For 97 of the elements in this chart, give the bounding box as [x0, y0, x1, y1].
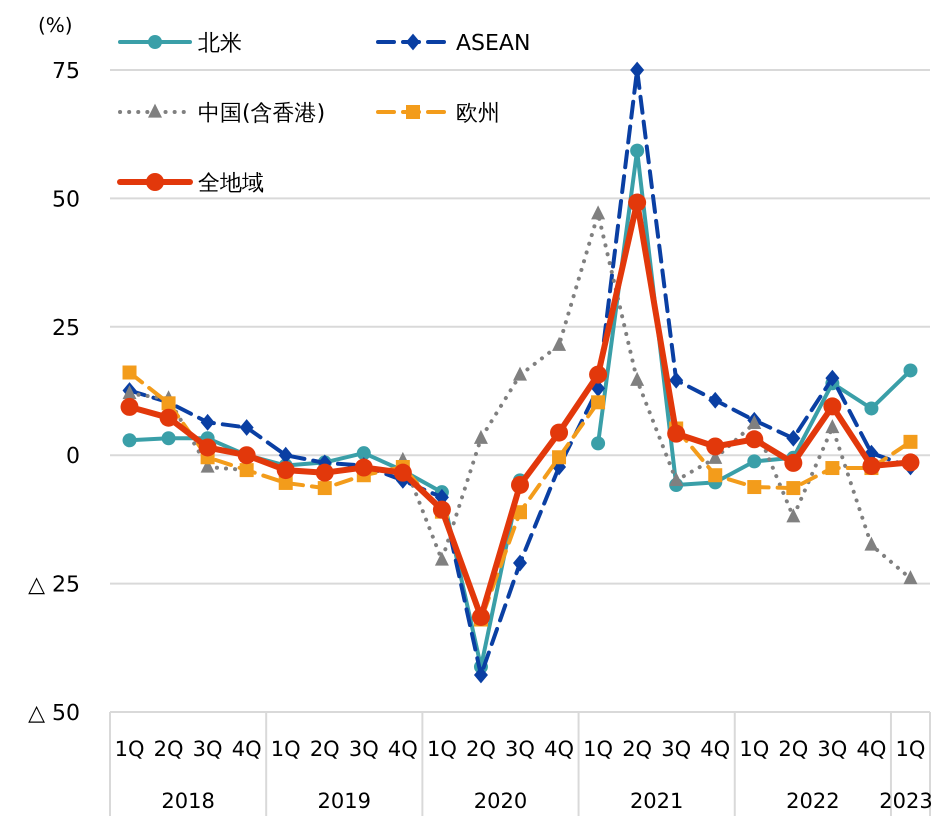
point	[550, 424, 568, 442]
text: 2021	[630, 789, 684, 813]
point	[669, 372, 684, 389]
x-tick-label: 4Q	[544, 737, 574, 761]
point	[862, 456, 880, 475]
point	[903, 570, 918, 584]
point	[864, 536, 878, 551]
x-tick-label: 4Q	[856, 737, 886, 761]
point	[591, 436, 606, 450]
point	[786, 508, 800, 522]
point	[513, 554, 527, 572]
y-tick-label: 25	[52, 316, 80, 341]
point	[316, 464, 334, 482]
y-tick-label: △ 50	[28, 701, 80, 726]
legend-label: ASEAN	[456, 31, 530, 56]
point	[630, 372, 644, 386]
point	[434, 552, 449, 566]
text: 2020	[474, 789, 528, 813]
x-tick-label: 2Q	[622, 737, 652, 761]
point	[122, 366, 137, 380]
point	[122, 433, 137, 448]
point	[240, 419, 254, 436]
point	[630, 144, 644, 158]
point	[823, 397, 842, 416]
point	[589, 366, 608, 384]
y-tick-label: △ 25	[28, 572, 80, 598]
point	[432, 500, 451, 519]
y-axis-title: (%)	[38, 13, 73, 37]
point	[198, 438, 217, 456]
x-tick-label: 2Q	[310, 737, 340, 761]
point	[903, 363, 918, 378]
point	[747, 414, 762, 429]
point	[552, 450, 566, 464]
point	[825, 461, 840, 476]
point	[903, 434, 918, 449]
x-tick-label: 4Q	[700, 737, 730, 761]
x-tick-label: 3Q	[661, 737, 692, 761]
point	[511, 476, 529, 494]
x-tick-label: 3Q	[192, 737, 223, 761]
point	[708, 468, 722, 482]
point	[901, 453, 920, 472]
legend-label: 中国(含香港)	[198, 101, 326, 126]
x-tick-label: 3Q	[348, 737, 379, 761]
x-tick-label: 3Q	[817, 737, 848, 761]
x-tick-label: 1Q	[114, 737, 144, 761]
point	[162, 396, 176, 410]
point	[825, 370, 840, 387]
x-tick-label: 4Q	[232, 737, 262, 761]
point	[669, 472, 684, 486]
x-tick-label: 1Q	[739, 737, 770, 761]
point	[747, 480, 762, 494]
x-tick-label: 3Q	[505, 737, 535, 761]
x-tick-label: 1Q	[583, 737, 614, 761]
point	[474, 430, 488, 444]
y-tick-label: 75	[52, 59, 80, 84]
x-tick-label: 2Q	[466, 737, 496, 761]
x-tick-label: 1Q	[896, 737, 926, 761]
point	[747, 454, 762, 468]
point	[786, 430, 800, 447]
point	[708, 392, 722, 409]
point	[394, 464, 412, 482]
point	[122, 385, 137, 400]
point	[162, 431, 176, 446]
point	[706, 437, 724, 456]
x-tick-label: 4Q	[388, 737, 418, 761]
point	[591, 205, 606, 220]
point	[591, 395, 606, 410]
point	[745, 430, 764, 448]
x-tick-label: 1Q	[270, 737, 301, 761]
point	[667, 424, 686, 443]
point	[318, 481, 332, 496]
point	[200, 414, 215, 431]
text: 2022	[786, 789, 840, 813]
point	[864, 401, 878, 416]
x-tick-label: 2Q	[778, 737, 808, 761]
point	[120, 398, 139, 416]
point	[552, 336, 566, 351]
text: 2023	[879, 789, 933, 813]
legend-label: 欧州	[456, 101, 500, 126]
text: 2019	[318, 789, 372, 813]
x-tick-label: 1Q	[426, 737, 457, 761]
text: 2018	[161, 789, 215, 813]
point	[276, 461, 295, 480]
point	[784, 454, 802, 472]
point	[786, 481, 800, 496]
legend-label: 全地域	[198, 171, 264, 196]
point	[474, 666, 488, 684]
point	[825, 419, 840, 434]
y-tick-label: 0	[66, 444, 80, 470]
point	[356, 446, 371, 460]
point	[513, 366, 527, 381]
point	[160, 408, 178, 427]
point	[628, 194, 646, 212]
y-tick-label: 50	[52, 187, 80, 212]
point	[354, 458, 373, 477]
x-tick-label: 2Q	[154, 737, 184, 761]
legend-label: 北米	[198, 31, 242, 56]
